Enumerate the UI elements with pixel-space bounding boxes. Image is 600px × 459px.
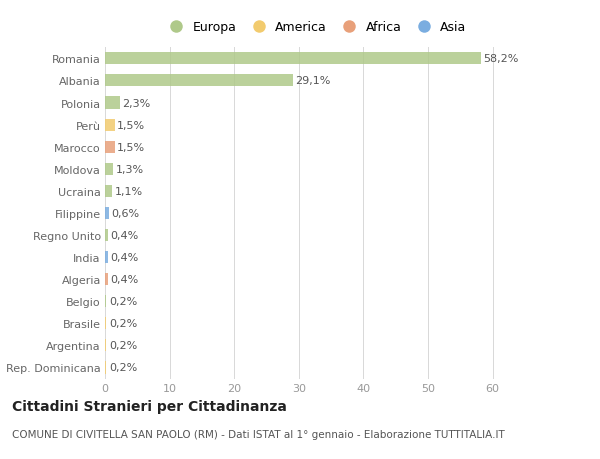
Bar [105, 141, 115, 153]
Bar [105, 185, 112, 197]
Text: 0,4%: 0,4% [110, 230, 139, 241]
Text: Cittadini Stranieri per Cittadinanza: Cittadini Stranieri per Cittadinanza [12, 399, 287, 413]
Bar [105, 296, 106, 308]
Bar [105, 163, 113, 175]
Text: 2,3%: 2,3% [122, 98, 151, 108]
Text: 1,5%: 1,5% [117, 142, 145, 152]
Bar [105, 362, 106, 374]
Bar [105, 340, 106, 352]
Text: 58,2%: 58,2% [484, 54, 519, 64]
Text: 0,2%: 0,2% [109, 363, 137, 373]
Bar [105, 97, 120, 109]
Text: 1,1%: 1,1% [115, 186, 143, 196]
Text: 0,6%: 0,6% [112, 208, 140, 218]
Bar [105, 75, 293, 87]
Bar [105, 53, 481, 65]
Bar [105, 274, 107, 285]
Bar [105, 230, 107, 241]
Bar [105, 318, 106, 330]
Bar [105, 207, 109, 219]
Legend: Europa, America, Africa, Asia: Europa, America, Africa, Asia [158, 17, 472, 39]
Text: 0,2%: 0,2% [109, 341, 137, 351]
Text: 29,1%: 29,1% [296, 76, 331, 86]
Text: 0,4%: 0,4% [110, 274, 139, 285]
Text: COMUNE DI CIVITELLA SAN PAOLO (RM) - Dati ISTAT al 1° gennaio - Elaborazione TUT: COMUNE DI CIVITELLA SAN PAOLO (RM) - Dat… [12, 429, 505, 439]
Text: 0,2%: 0,2% [109, 319, 137, 329]
Text: 1,3%: 1,3% [116, 164, 144, 174]
Text: 1,5%: 1,5% [117, 120, 145, 130]
Bar [105, 119, 115, 131]
Bar [105, 252, 107, 263]
Text: 0,2%: 0,2% [109, 297, 137, 307]
Text: 0,4%: 0,4% [110, 252, 139, 263]
